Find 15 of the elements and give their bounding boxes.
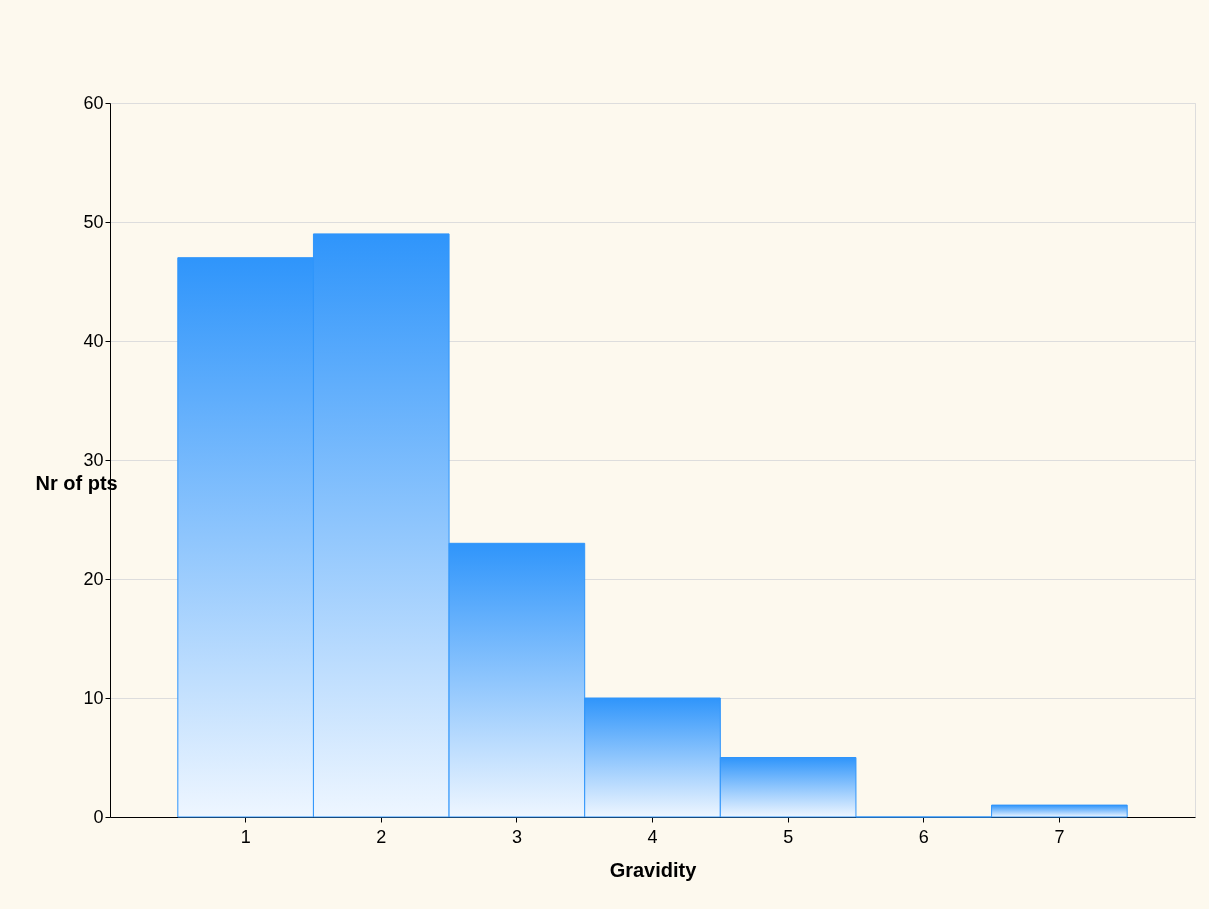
x-tick-label: 7	[1054, 826, 1065, 847]
x-axis-title: Gravidity	[609, 858, 698, 881]
x-tick-label: 4	[647, 826, 658, 847]
x-tick-label: 6	[918, 826, 929, 847]
x-tick-label: 3	[511, 826, 522, 847]
x-tick-label: 2	[376, 826, 387, 847]
y-tick-label: 10	[83, 687, 104, 708]
y-tick-label: 20	[83, 568, 104, 589]
y-tick-label: 50	[83, 211, 104, 232]
y-tick-label: 60	[83, 92, 104, 113]
y-tick-label: 30	[83, 449, 104, 470]
y-tick-label: 40	[83, 330, 104, 351]
x-tick-label: 1	[240, 826, 251, 847]
y-tick-label: 0	[93, 806, 104, 827]
x-tick-label: 5	[783, 826, 794, 847]
